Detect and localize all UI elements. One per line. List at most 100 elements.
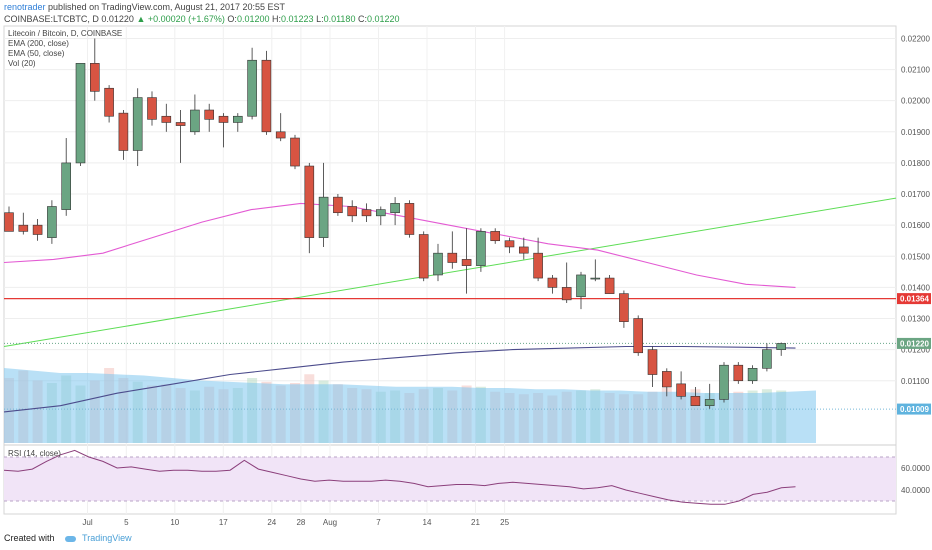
candle-body [590,277,601,280]
volume-level-label: 0.01009 [900,405,929,414]
x-tick-label: 10 [170,518,179,527]
candle-body [390,203,400,214]
candle-body [719,364,729,400]
candle-body [576,274,586,298]
candle-body [476,231,486,266]
indicator-lines [3,197,897,413]
y-tick-label: 0.01800 [901,159,930,168]
candle-body [18,224,29,232]
candle-body [4,212,14,232]
trendline [3,197,897,348]
publish-info: renotrader published on TradingView.com,… [4,2,285,12]
x-tick-label: 25 [500,518,509,527]
candle-body [762,349,772,369]
candle-body [490,231,501,242]
x-tick-label: 7 [376,518,381,527]
candle-body [633,318,644,354]
candle-body [233,115,243,123]
last-price-label-bg [897,337,931,349]
low-value: 0.01180 [323,14,356,24]
y-tick-label: 0.02000 [901,97,930,106]
high-label: H: [272,14,281,24]
volume-pane [4,368,816,443]
y-tick-label: 0.01200 [901,346,930,355]
candle-body [218,115,229,123]
candle-body [690,396,701,406]
high-value: 0.01223 [281,14,314,24]
symbol-info: COINBASE:LTCBTC, D 0.01220 ▲ +0.00020 (+… [4,14,400,24]
close-value: 0.01220 [366,14,400,24]
axes: 0.01100 0.01200 0.01300 0.01400 0.01500 0.016… [8,29,931,527]
candle-body [32,224,43,235]
last-price: 0.01220 [101,14,134,24]
ema200-legend: EMA (200, close) [8,39,69,48]
rsi-band [4,457,896,501]
open-value: 0.01200 [236,14,270,24]
candle-body [504,240,515,248]
candle-body [304,165,315,238]
x-tick-label: Aug [323,518,337,527]
candle-body [318,196,329,238]
candle-body [604,277,615,294]
candle-body [375,209,386,217]
y-tick-label: 0.01600 [901,221,930,230]
open-label: O: [227,14,237,24]
y-tick-label: 0.01900 [901,128,930,137]
candle-body [518,246,529,254]
ema50-legend: EMA (50, close) [8,49,65,58]
candle-body [161,115,172,123]
candle-body [361,209,372,217]
candle-body [418,234,429,279]
candle-body [175,122,186,126]
rsi-legend: RSI (14, close) [8,449,61,458]
published-text: published on TradingView.com, August 21,… [48,2,286,12]
created-with-text: Created with [4,533,55,543]
candle-body [676,383,686,397]
rsi-tick-label: 40.0000 [901,486,930,495]
candle-body [404,203,415,235]
candle-body [104,87,114,117]
candle-body [247,59,257,117]
candle-body [75,63,86,164]
candle-body [533,252,543,279]
x-tick-label: 17 [219,518,228,527]
candle-body [747,368,758,382]
candlestick-series [4,38,787,409]
candle-body [733,364,744,382]
rsi-line [3,449,796,505]
close-label: C: [357,14,367,24]
y-tick-label: 0.01400 [901,283,930,292]
candle-body [261,59,272,133]
candle-body [61,162,72,210]
x-tick-label: Jul [82,518,92,527]
candle-body [447,252,458,263]
last-price-label: 0.01220 [900,339,929,348]
low-label: L: [316,14,324,24]
x-tick-label: 24 [267,518,276,527]
y-tick-label: 0.02100 [901,66,930,75]
volume-legend: Vol (20) [8,59,36,68]
author-name[interactable]: renotrader [4,2,46,12]
footer-branding: Created with TradingView [4,533,132,543]
ema50-line [3,202,796,288]
candle-body [190,109,200,133]
symbol-label: COINBASE:LTCBTC, D [4,14,99,24]
candle-body [661,371,672,388]
volume-ma-area [4,368,816,443]
candle-body [547,277,558,288]
candle-body [704,399,715,406]
x-tick-label: 14 [423,518,432,527]
candle-body [333,196,343,214]
price-change: ▲ +0.00020 (+1.67%) [136,14,225,24]
tradingview-logo-text[interactable]: TradingView [82,533,132,543]
candle-body [347,206,358,217]
candle-body [132,97,143,151]
candle-body [47,206,57,238]
x-tick-label: 5 [124,518,129,527]
price-legend-title: Litecoin / Bitcoin, D, COINBASE [8,29,122,38]
y-tick-label: 0.01300 [901,315,930,324]
candle-body [290,137,300,167]
y-tick-label: 0.01700 [901,190,930,199]
candle-body [776,343,787,350]
